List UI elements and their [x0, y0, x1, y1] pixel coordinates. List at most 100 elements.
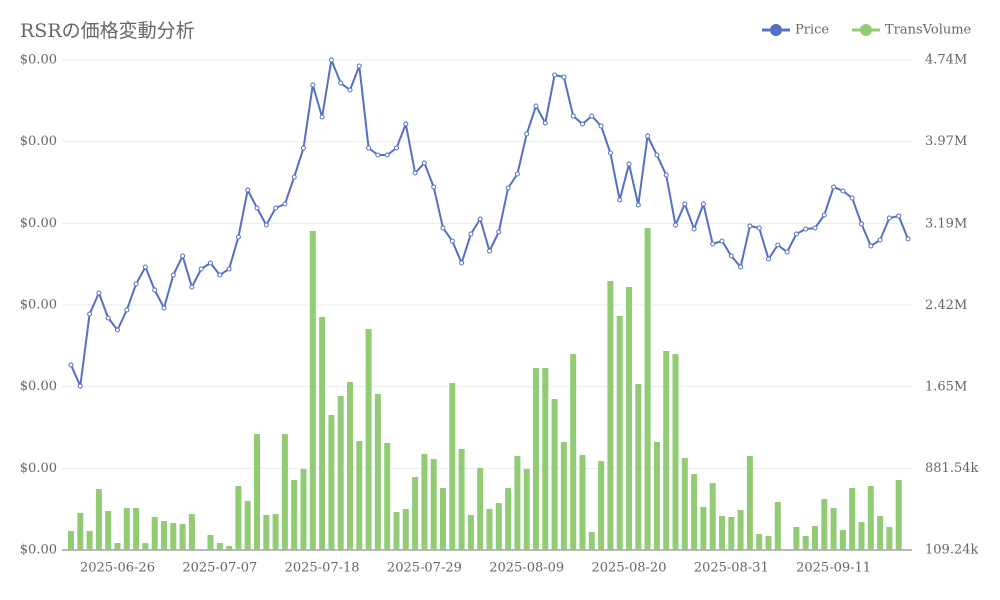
price-point	[784, 249, 790, 255]
bar	[756, 534, 763, 550]
bar	[440, 488, 446, 550]
price-point	[803, 226, 809, 232]
bar	[626, 286, 632, 550]
bar	[365, 328, 372, 550]
x-tick-label: 2025-06-26	[80, 561, 155, 576]
price-point	[756, 225, 762, 231]
price-point	[366, 145, 372, 151]
price-point	[505, 185, 511, 191]
price-point	[561, 74, 567, 80]
bar	[291, 479, 298, 550]
bar	[477, 468, 484, 550]
y-tick-label: $0.00	[20, 53, 57, 68]
bar	[709, 483, 716, 550]
y-tick-label: $0.00	[20, 379, 57, 394]
price-point	[152, 287, 158, 293]
price-point	[626, 161, 632, 167]
x-tick-label: 2025-08-09	[489, 561, 564, 576]
price-point	[384, 152, 390, 158]
price-point	[905, 236, 911, 242]
price-point	[496, 229, 502, 235]
price-point	[115, 327, 120, 333]
price-point	[105, 315, 111, 321]
price-point	[440, 225, 446, 231]
bar	[68, 530, 74, 550]
price-point	[319, 114, 325, 120]
bar	[374, 393, 381, 550]
price-point	[552, 72, 558, 78]
price-point	[542, 120, 548, 126]
bar	[849, 488, 856, 550]
bar	[728, 517, 735, 550]
legend-label: TransVolume	[885, 23, 972, 38]
bar	[347, 381, 353, 550]
price-point	[96, 290, 102, 296]
bar	[114, 543, 121, 550]
bar	[635, 384, 642, 550]
price-point	[635, 202, 641, 208]
price-point	[524, 131, 530, 137]
bar	[570, 354, 577, 550]
price-point	[775, 242, 781, 248]
bar	[579, 455, 586, 550]
bar	[86, 530, 93, 550]
bar	[653, 441, 660, 550]
y2-tick-label: 881.54k	[925, 461, 978, 476]
bar	[188, 514, 195, 550]
price-point	[645, 133, 651, 139]
bar	[588, 532, 595, 550]
bar	[877, 515, 884, 550]
price-point	[747, 223, 753, 229]
price-point	[459, 260, 465, 266]
bar	[644, 228, 651, 550]
bar	[598, 461, 605, 550]
bar	[226, 546, 233, 550]
y2-tick-label: 2.42M	[925, 298, 967, 313]
price-point	[468, 231, 474, 237]
bar	[309, 230, 316, 550]
bar	[263, 515, 270, 550]
bar	[663, 350, 670, 550]
price-point	[208, 260, 213, 266]
bar	[830, 508, 837, 550]
bar	[858, 521, 865, 550]
price-point	[226, 266, 232, 272]
price-point	[403, 121, 409, 127]
price-point	[189, 284, 195, 290]
bar	[607, 281, 614, 550]
bar	[179, 523, 186, 550]
price-point	[514, 171, 520, 177]
price-point	[598, 123, 604, 129]
bar	[95, 488, 102, 550]
bar	[319, 317, 326, 550]
price-point	[245, 187, 251, 193]
price-point	[254, 205, 260, 211]
bar	[254, 434, 260, 550]
chart-title: RSRの価格変動分析	[20, 20, 195, 42]
bar	[700, 506, 707, 550]
bar	[691, 474, 698, 550]
bar	[77, 512, 84, 550]
bar	[402, 508, 409, 550]
bar	[737, 510, 744, 550]
price-point	[133, 281, 139, 287]
price-point	[301, 145, 306, 151]
price-point	[487, 248, 492, 254]
price-point	[338, 80, 344, 86]
bar	[719, 515, 725, 550]
bar	[170, 523, 177, 550]
bar	[421, 453, 428, 550]
price-point	[68, 362, 74, 368]
bar	[542, 368, 549, 550]
price-point	[142, 264, 148, 270]
price-point	[87, 311, 93, 317]
bar	[486, 508, 493, 550]
bar	[560, 441, 567, 550]
price-point	[886, 215, 892, 221]
price-point	[198, 266, 204, 272]
price-point	[607, 150, 613, 156]
bar	[244, 501, 251, 550]
bar	[495, 503, 502, 550]
x-tick-label: 2025-09-11	[796, 561, 871, 576]
y-tick-label: $0.00	[20, 543, 57, 558]
